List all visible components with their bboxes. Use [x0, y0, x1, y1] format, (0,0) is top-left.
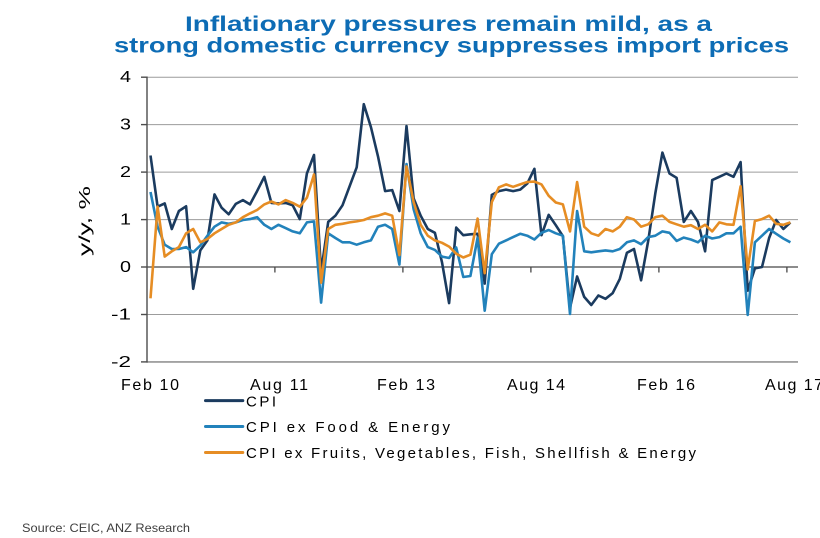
svg-text:Aug 17: Aug 17	[765, 377, 820, 394]
svg-text:-2: -2	[111, 354, 131, 371]
svg-text:0: 0	[120, 259, 131, 276]
svg-text:Aug 14: Aug 14	[507, 377, 565, 394]
svg-text:strong domestic currency suppr: strong domestic currency suppresses impo…	[114, 35, 789, 58]
svg-text:1: 1	[120, 212, 131, 229]
svg-text:CPI: CPI	[246, 393, 276, 410]
svg-text:3: 3	[120, 117, 131, 134]
svg-text:CPI ex Food & Energy: CPI ex Food & Energy	[246, 419, 451, 436]
svg-text:Feb 10: Feb 10	[121, 377, 179, 394]
svg-text:2: 2	[120, 164, 131, 181]
svg-text:Feb 16: Feb 16	[637, 377, 695, 394]
svg-text:Feb 13: Feb 13	[377, 377, 435, 394]
svg-text:Inflationary pressures remain: Inflationary pressures remain mild, as a	[185, 13, 712, 36]
svg-text:Aug 11: Aug 11	[250, 377, 308, 394]
svg-text:-1: -1	[111, 307, 131, 324]
svg-text:y/y, %: y/y, %	[77, 186, 94, 256]
svg-text:CPI ex Fruits, Vegetables, Fis: CPI ex Fruits, Vegetables, Fish, Shellfi…	[246, 445, 697, 462]
svg-text:4: 4	[120, 69, 131, 86]
svg-text:Source: CEIC, ANZ Research: Source: CEIC, ANZ Research	[22, 521, 190, 535]
